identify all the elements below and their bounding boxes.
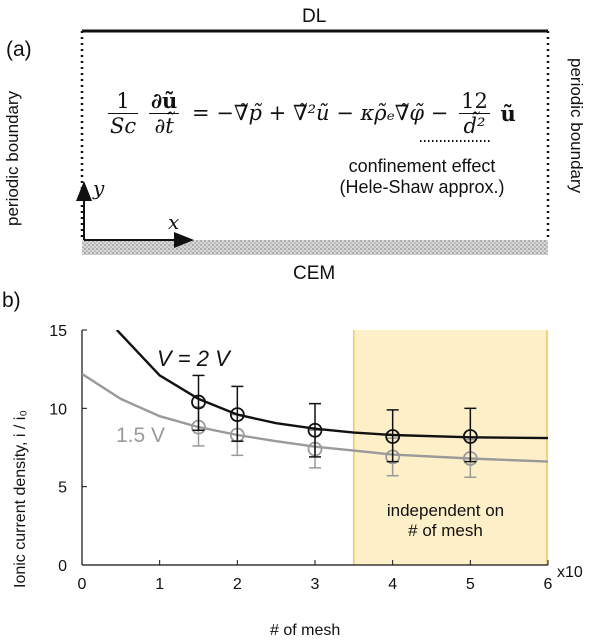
eq-velocity: ũ <box>500 100 516 126</box>
x-tick-label: 3 <box>311 576 320 593</box>
x-tick-label: 4 <box>388 576 397 593</box>
y-tick-label: 5 <box>58 480 67 497</box>
independence-shaded-region <box>353 330 548 565</box>
shaded-note-line-2: # of mesh <box>408 521 483 540</box>
shaded-note-line-1: independent on <box>386 501 505 520</box>
data-point <box>385 429 401 444</box>
eq-frac-time-derivative: ∂ũ ∂t̃ <box>148 88 180 138</box>
note-line-1: confinement effect <box>348 156 496 176</box>
eq-frac-den: d̃² <box>463 113 486 138</box>
confinement-note: confinement effect (Hele-Shaw approx.) <box>332 156 512 198</box>
shaded-region-note: independent on # of mesh <box>378 501 513 541</box>
x-tick-label: 5 <box>466 576 475 593</box>
eq-frac-confinement: 12 d̃² <box>459 89 490 138</box>
data-point <box>307 422 323 438</box>
eq-frac-num: 1 <box>108 89 139 114</box>
y-axis-label: y <box>93 176 105 200</box>
data-point <box>462 429 478 444</box>
x-tick-label: 2 <box>233 576 242 593</box>
data-point <box>191 394 206 410</box>
cem-membrane <box>82 240 548 255</box>
fit-curve <box>116 330 548 440</box>
series-label-2v: V = 2 V <box>157 346 232 371</box>
y-tick-label: 15 <box>49 323 67 340</box>
x-multiplier-label: x10 <box>557 564 583 581</box>
eq-rhs: = −∇̃p̃ + ∇̃²ũ − κρ̃ₑ∇̃φ̃ − <box>192 101 449 125</box>
data-point <box>229 407 245 423</box>
eq-frac-1-sc: 1 Sc <box>108 89 139 138</box>
x-tick-label: 6 <box>544 576 553 593</box>
x-axis-label: x <box>168 210 180 234</box>
series-label-1-5v: 1.5 V <box>116 424 165 447</box>
cem-label: CEM <box>293 263 336 284</box>
navier-stokes-equation: 1 Sc ∂ũ ∂t̃ = −∇̃p̃ + ∇̃²ũ − κρ̃ₑ∇̃φ̃ − … <box>108 88 516 140</box>
x-tick-label: 0 <box>78 576 87 593</box>
dl-label: DL <box>302 6 327 27</box>
y-tick-label: 10 <box>49 401 67 418</box>
panel-a-label: (a) <box>6 38 32 61</box>
note-line-2: (Hele-Shaw approx.) <box>339 177 505 197</box>
y-tick-label: 0 <box>58 558 67 575</box>
eq-frac-den: ∂t̃ <box>154 114 174 138</box>
eq-frac-num: 12 <box>459 88 490 114</box>
x-axis-title: # of mesh <box>270 622 341 639</box>
domain-schematic <box>76 29 550 255</box>
fit-curve <box>82 372 548 463</box>
eq-frac-den: Sc <box>110 113 137 138</box>
eq-frac-num: ∂ũ <box>148 88 180 114</box>
x-tick-label: 1 <box>155 576 164 593</box>
panel-b-label: b) <box>2 289 21 312</box>
